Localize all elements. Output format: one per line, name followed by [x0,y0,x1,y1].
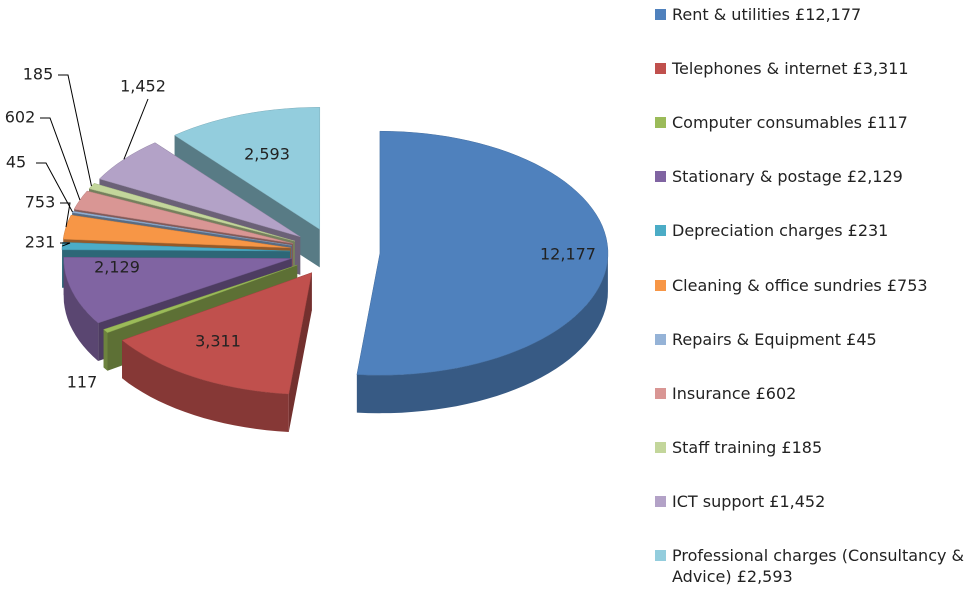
slice-top [61,242,291,252]
legend-item: Computer consumables £117 [655,112,975,133]
leader-line [36,162,73,213]
data-label: 1,452 [120,77,166,96]
slice-top [63,257,292,324]
slice [121,272,313,433]
chart: 12,177 3,311 117 2,129 231 753 45 602 185 1,452 2,… [5,65,609,433]
legend-swatch [655,9,666,20]
data-label: 3,311 [195,332,241,351]
legend-item: Telephones & internet £3,311 [655,58,975,79]
leader-line [58,74,92,187]
legend-label: Telephones & internet £3,311 [672,59,909,79]
slice-top [71,210,292,246]
legend-label: Insurance £602 [672,383,797,403]
data-label: 117 [67,373,98,392]
legend-label: Staff training £185 [672,437,823,457]
legend-label: Cleaning & office sundries £753 [672,275,928,295]
slice-side [122,340,289,432]
legend-item: Repairs & Equipment £45 [655,329,975,350]
slice-side [63,258,99,361]
slice-top [98,142,301,237]
data-label: 185 [23,65,54,84]
legend-swatch [655,333,666,345]
legend-swatch [655,279,666,291]
legend-swatch [655,387,666,399]
legend-swatch [655,117,666,129]
legend-label: Rent & utilities £12,177 [672,5,862,24]
slice-top [103,264,298,333]
slice-top [121,272,313,395]
legend-item: Depreciation charges £231 [655,220,975,241]
legend-item: Professional charges (Consultancy & Advi… [655,545,975,587]
leader-line [60,242,71,247]
slice [356,130,609,414]
legend-swatch [655,225,666,237]
slice-top [174,107,321,230]
legend-swatch [655,495,666,507]
legend-label: Computer consumables £117 [672,113,908,133]
legend-swatch [655,63,666,75]
legend-item: Cleaning & office sundries £753 [655,275,975,296]
legend-label: Depreciation charges £231 [672,221,889,241]
legend-label: Professional charges (Consultancy & Advi… [672,546,965,586]
slice-top [73,190,294,244]
legend-swatch [655,171,666,183]
legend-swatch [655,441,666,453]
data-label: 12,177 [540,245,596,264]
slice-top [88,183,295,242]
data-label: 231 [25,233,56,252]
data-label: 2,593 [244,145,290,164]
leader-line [123,98,149,160]
legend-swatch [655,550,666,561]
data-label: 602 [5,108,36,127]
data-label: 45 [6,153,26,172]
data-label: 2,129 [94,258,140,277]
legend-item: ICT support £1,452 [655,491,975,512]
leader-line [60,202,71,228]
legend-item: Rent & utilities £12,177 [655,4,975,25]
legend-label: ICT support £1,452 [672,491,826,511]
legend-label: Stationary & postage £2,129 [672,167,903,187]
slice-side [356,253,608,414]
legend-item: Stationary & postage £2,129 [655,166,975,187]
legend-label: Repairs & Equipment £45 [672,329,877,349]
data-label: 753 [25,193,56,212]
slice-side [103,329,108,371]
legend-item: Insurance £602 [655,383,975,404]
legend-item: Staff training £185 [655,437,975,458]
leader-line [40,117,81,201]
slice-top [356,130,609,376]
